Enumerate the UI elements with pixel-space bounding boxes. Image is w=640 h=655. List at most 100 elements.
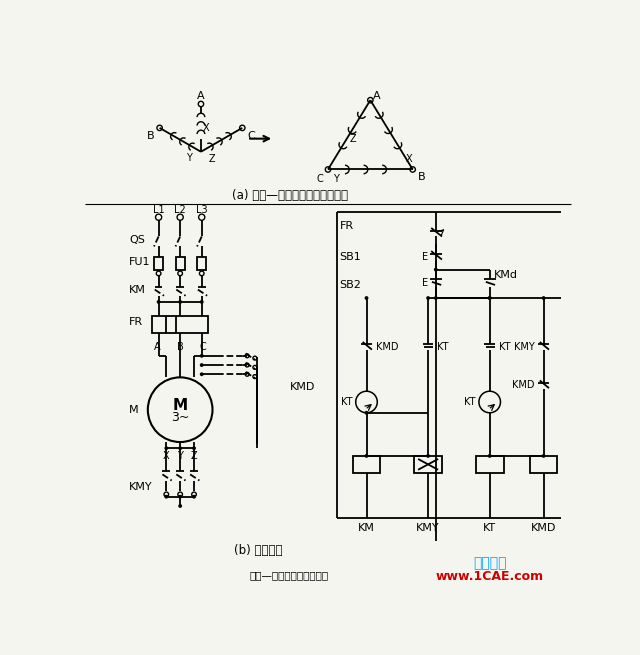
Circle shape: [164, 492, 168, 496]
Circle shape: [253, 356, 257, 360]
Circle shape: [365, 411, 369, 415]
Text: Z: Z: [209, 155, 215, 164]
Text: KT: KT: [465, 397, 476, 407]
Text: X: X: [163, 451, 170, 461]
Circle shape: [178, 300, 182, 304]
Circle shape: [200, 363, 204, 367]
Text: C: C: [248, 130, 255, 141]
Text: FR: FR: [340, 221, 354, 231]
Text: M: M: [173, 398, 188, 413]
Bar: [476, 456, 504, 473]
Text: X: X: [203, 123, 210, 133]
Text: B: B: [418, 172, 426, 182]
Text: 星形—三角形自動控制線路: 星形—三角形自動控制線路: [250, 571, 329, 580]
Text: KMY: KMY: [514, 341, 534, 352]
Text: E: E: [422, 252, 428, 262]
Text: www.1CAE.com: www.1CAE.com: [436, 571, 544, 584]
Text: KM: KM: [358, 523, 375, 533]
Circle shape: [178, 504, 182, 508]
Circle shape: [367, 98, 373, 103]
Text: A: A: [154, 341, 161, 352]
Circle shape: [541, 454, 545, 458]
Text: 3~: 3~: [171, 411, 189, 424]
Circle shape: [157, 125, 163, 130]
Circle shape: [253, 365, 257, 369]
Circle shape: [245, 363, 249, 367]
Text: 仿真在線: 仿真在線: [473, 557, 506, 571]
Text: (b) 控制線路: (b) 控制線路: [234, 544, 283, 557]
Text: KMd: KMd: [493, 270, 518, 280]
Circle shape: [426, 454, 430, 458]
Circle shape: [198, 102, 204, 107]
Circle shape: [200, 372, 204, 376]
Circle shape: [178, 446, 182, 450]
Circle shape: [434, 268, 438, 271]
Bar: [197, 257, 206, 270]
Circle shape: [253, 375, 257, 379]
Circle shape: [198, 214, 205, 220]
Circle shape: [245, 354, 249, 358]
Circle shape: [488, 296, 492, 300]
Circle shape: [192, 492, 196, 496]
Text: M: M: [129, 405, 139, 415]
Circle shape: [192, 446, 196, 450]
Bar: [414, 456, 442, 473]
Circle shape: [488, 454, 492, 458]
Text: SB1: SB1: [340, 252, 362, 262]
Text: A: A: [197, 90, 205, 100]
Text: C: C: [200, 341, 207, 352]
Text: QS: QS: [129, 235, 145, 246]
Circle shape: [178, 495, 182, 498]
Circle shape: [164, 495, 168, 498]
Text: KT: KT: [437, 341, 449, 352]
Text: E: E: [422, 278, 428, 288]
Circle shape: [200, 300, 204, 304]
Text: L1: L1: [153, 205, 164, 215]
Circle shape: [156, 271, 161, 276]
Text: B: B: [147, 130, 154, 141]
Text: KMD: KMD: [512, 380, 534, 390]
Bar: [175, 257, 185, 270]
Circle shape: [541, 296, 545, 300]
Text: KM: KM: [129, 284, 146, 295]
Text: FU1: FU1: [129, 257, 151, 267]
Text: L2: L2: [174, 205, 186, 215]
Bar: [154, 257, 163, 270]
Text: C: C: [317, 174, 324, 185]
Circle shape: [178, 271, 182, 276]
Text: KMD: KMD: [289, 382, 315, 392]
Text: Z: Z: [350, 134, 356, 143]
Text: Y: Y: [186, 153, 191, 163]
Text: KMY: KMY: [129, 481, 153, 492]
Circle shape: [426, 296, 430, 300]
Text: SB2: SB2: [340, 280, 362, 290]
Circle shape: [200, 271, 204, 276]
Circle shape: [177, 214, 183, 220]
Text: KT: KT: [341, 397, 353, 407]
Circle shape: [200, 354, 204, 358]
Text: KT: KT: [483, 523, 496, 533]
Bar: [152, 316, 208, 333]
Circle shape: [156, 214, 162, 220]
Circle shape: [434, 296, 438, 300]
Text: KMD: KMD: [531, 523, 556, 533]
Text: B: B: [177, 341, 184, 352]
Circle shape: [410, 167, 415, 172]
Text: Y: Y: [333, 174, 339, 185]
Circle shape: [164, 446, 168, 450]
Circle shape: [365, 454, 369, 458]
Text: (a) 星形—三角形轉換繞組連接圖: (a) 星形—三角形轉換繞組連接圖: [232, 189, 348, 202]
Text: Y: Y: [177, 451, 183, 461]
Text: KMY: KMY: [416, 523, 440, 533]
Circle shape: [192, 495, 196, 498]
Text: X: X: [406, 155, 412, 164]
Circle shape: [157, 300, 161, 304]
Text: L3: L3: [196, 205, 207, 215]
Bar: [530, 456, 557, 473]
Circle shape: [245, 372, 249, 376]
Circle shape: [488, 296, 492, 300]
Text: KT: KT: [499, 341, 511, 352]
Text: Z: Z: [191, 451, 197, 461]
Text: A: A: [372, 91, 380, 102]
Text: KMD: KMD: [376, 341, 398, 352]
